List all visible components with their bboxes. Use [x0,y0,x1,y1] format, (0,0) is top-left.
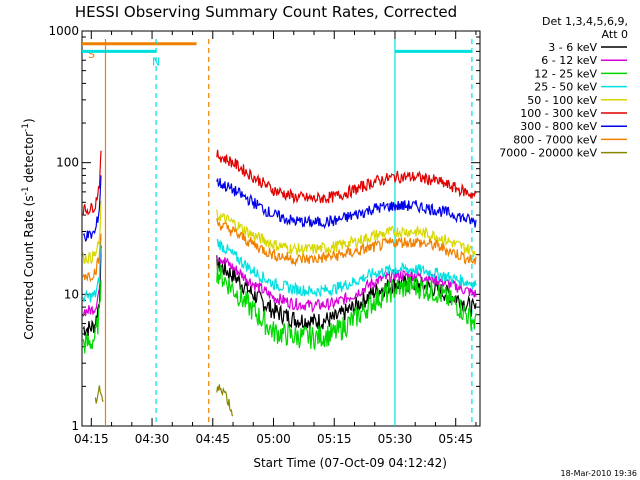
series-line [94,385,104,404]
shading-bars: SN [82,42,472,68]
shading-label: S [88,48,95,61]
x-tick-label: 05:30 [378,432,413,446]
y-axis-label-end: ) [22,118,36,123]
y-tick-label: 1000 [48,24,79,38]
y-axis-label-main: Corrected Count Rate (s [22,195,36,339]
legend-label: 25 - 50 keV [534,81,597,94]
y-tick-label: 1 [71,419,79,433]
series-line [82,200,102,265]
legend-label: 6 - 12 keV [541,54,597,67]
legend-header-2: Att 0 [602,28,628,41]
y-axis-label: Corrected Count Rate (s-1 detector-1) [21,118,36,339]
x-axis-label: Start Time (07-Oct-09 04:12:42) [253,456,447,470]
series-line [216,384,234,417]
series-line [216,264,477,352]
chart-title: HESSI Observing Summary Count Rates, Cor… [75,3,457,21]
legend-label: 100 - 300 keV [520,107,597,120]
series-line [82,280,102,354]
y-axis: 1 10 100 1000 [48,24,480,433]
series-lines [82,149,477,417]
x-axis: 04:15 04:30 04:45 05:00 05:15 05:30 05:45 [74,31,477,446]
series-line [82,245,102,337]
legend-label: 3 - 6 keV [548,41,597,54]
x-tick-label: 04:15 [74,432,109,446]
legend-label: 300 - 800 keV [520,120,597,133]
legend-label: 7000 - 20000 keV [499,147,597,160]
legend-label: 800 - 7000 keV [513,133,597,146]
series-line [216,149,477,205]
series-line [82,235,102,303]
series-line [82,150,102,216]
y-tick-label: 100 [56,156,79,170]
legend-header-1: Det 1,3,4,5,6,9, [542,15,628,28]
series-line [82,247,102,317]
x-tick-label: 05:15 [317,432,352,446]
y-axis-label-mid: detector [22,132,36,187]
series-line [216,255,477,331]
series-line [216,256,477,314]
series-line [216,238,477,297]
series-line [216,209,477,257]
series-line [82,175,102,242]
x-tick-label: 05:45 [438,432,473,446]
y-tick-label: 10 [64,287,79,301]
x-tick-label: 04:45 [195,432,230,446]
series-line [216,218,477,267]
legend-label: 12 - 25 keV [534,67,597,80]
y-axis-label-sup1: -1 [21,186,31,195]
series-line [82,233,102,283]
legend-label: 50 - 100 keV [527,94,597,107]
y-axis-label-sup2: -1 [21,123,31,132]
x-tick-label: 05:00 [256,432,291,446]
plot-frame [81,30,481,427]
plot-timestamp: 18-Mar-2010 19:36 [561,469,638,478]
series-line [216,178,477,230]
x-tick-label: 04:30 [135,432,170,446]
